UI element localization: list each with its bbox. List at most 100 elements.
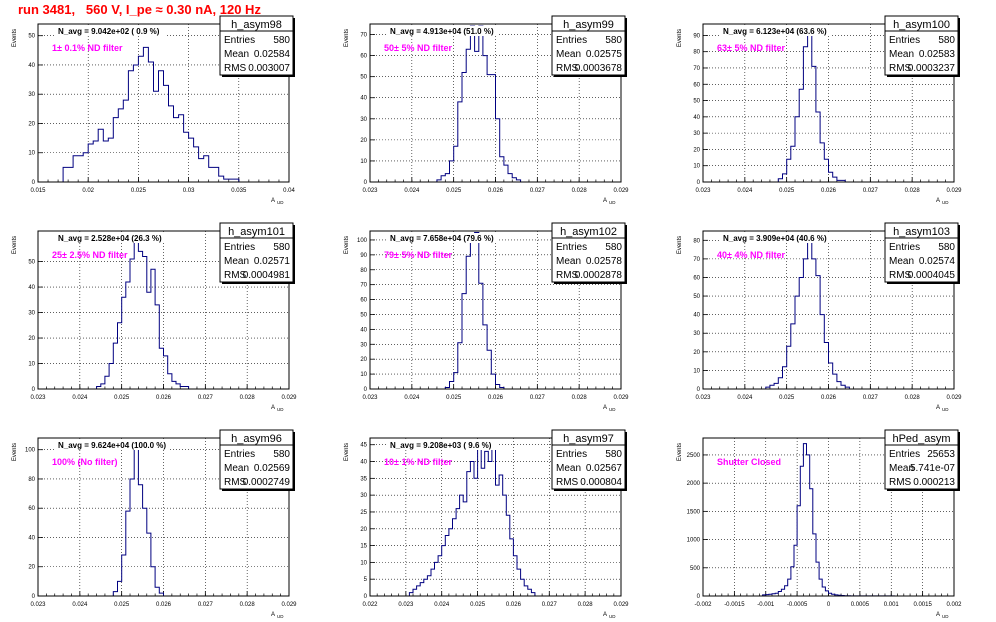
y-tick-label: 60 [360,298,367,304]
stats-value-entries: 25653 [927,449,955,460]
x-tick-label: 0.026 [821,188,837,194]
y-tick-label: 80 [28,477,35,483]
y-tick-label: 50 [360,75,367,81]
x-axis-label-sub: UD [277,200,284,205]
y-tick-label: 50 [693,99,700,105]
x-tick-label: 0.029 [946,188,962,194]
y-tick-label: 20 [360,527,367,533]
y-axis-label: Events [677,236,683,254]
y-tick-label: 45 [360,443,367,449]
stats-value-entries: 580 [938,242,955,253]
x-axis-label: A [603,612,607,618]
stats-label-rms: RMS [224,270,247,281]
x-tick-label: 0.027 [863,395,879,401]
x-tick-label: 0.026 [506,602,522,608]
x-tick-label: 0.015 [30,188,46,194]
x-tick-label: 0.02 [82,188,94,194]
stats-box-shadow [887,282,960,284]
stats-label-rms: RMS [224,63,247,74]
stats-box-shadow [958,18,960,77]
filter-annotation: 79± 5% ND filter [384,250,452,260]
x-tick-label: 0.027 [198,395,214,401]
stats-label-mean: Mean [224,49,249,60]
filter-annotation: 63± 5% ND filter [717,43,785,53]
y-axis-label: Events [12,29,18,47]
stats-box-shadow [625,18,627,77]
stats-box-shadow [293,225,295,284]
stats-label-entries: Entries [556,35,587,46]
y-tick-label: 100 [25,448,36,454]
stats-value-mean: 5.741e-07 [910,463,955,474]
y-tick-label: 20 [360,138,367,144]
navg-background [388,440,498,450]
x-tick-label: 0.029 [613,188,629,194]
y-tick-label: 60 [693,275,700,281]
y-tick-label: 10 [360,159,367,165]
navg-label: N_avg = 9.042e+02 ( 0.9 %) [58,27,160,36]
stats-value-mean: 0.02583 [919,49,956,60]
x-tick-label: 0.001 [884,602,900,608]
stats-value-mean: 0.02567 [586,463,623,474]
stats-box-shadow [293,18,295,77]
navg-label: N_avg = 6.123e+04 (63.6 %) [723,27,827,36]
x-axis-label-sub: UD [942,407,949,412]
panel-h_asym98: 0.015 0.02 0.025 0.03 0.035 0.04 0 10 20 30 40 50 Ev… [12,15,295,205]
x-tick-label: 0.002 [946,602,962,608]
x-tick-label: 0.04 [283,188,295,194]
x-tick-label: 0.027 [530,395,546,401]
stats-value-entries: 580 [273,242,290,253]
stats-value-entries: 580 [273,449,290,460]
y-tick-label: 70 [693,257,700,263]
y-tick-label: 80 [693,238,700,244]
x-axis-label: A [603,405,607,411]
x-tick-label: 0.028 [572,188,588,194]
navg-label: N_avg = 9.624e+04 (100.0 %) [58,441,166,450]
panel-h_asym96: 0.023 0.024 0.025 0.026 0.027 0.028 0.029 0 20 40… [12,429,297,619]
y-tick-label: 0 [364,594,368,600]
y-tick-label: 30 [360,342,367,348]
y-tick-label: 0 [32,387,36,393]
y-tick-label: 1500 [687,509,701,515]
navg-label: N_avg = 9.208e+03 ( 9.6 %) [390,441,492,450]
stats-value-mean: 0.02584 [254,49,291,60]
stats-label-rms: RMS [889,63,912,74]
x-tick-label: 0.025 [470,602,486,608]
histogram-line [96,240,190,389]
x-tick-label: 0.024 [404,395,420,401]
filter-annotation: 50± 5% ND filter [384,43,452,53]
panel-h_asym100: 0.023 0.024 0.025 0.026 0.027 0.028 0.029 0 10 20… [677,15,962,205]
stats-box-shadow [887,489,960,491]
plot-frame [37,230,290,390]
x-tick-label: -0.001 [757,602,775,608]
x-tick-label: 0.028 [240,602,256,608]
y-tick-label: 0 [697,594,701,600]
y-tick-label: 30 [360,493,367,499]
stats-label-mean: Mean [556,463,581,474]
histogram-name: h_asym99 [563,19,614,31]
x-axis-label-sub: UD [942,614,949,619]
x-tick-label: 0.023 [398,602,414,608]
y-tick-label: 40 [360,327,367,333]
x-axis-label: A [603,198,607,204]
x-tick-label: -0.002 [694,602,712,608]
stats-value-entries: 580 [605,242,622,253]
y-tick-label: 2500 [687,453,701,459]
y-tick-label: 60 [693,82,700,88]
stats-value-rms: 0.000213 [913,477,955,488]
stats-label-entries: Entries [889,449,920,460]
stats-label-mean: Mean [889,49,914,60]
histogram-name: h_asym102 [560,226,617,238]
x-tick-label: 0.027 [530,188,546,194]
y-tick-label: 50 [693,294,700,300]
y-tick-label: 10 [28,362,35,368]
y-axis-label: Events [12,236,18,254]
x-tick-label: 0.029 [613,602,629,608]
y-axis-label: Events [344,29,350,47]
x-tick-label: 0.029 [281,395,297,401]
stats-label-mean: Mean [556,256,581,267]
navg-background [388,26,498,36]
navg-label: N_avg = 2.528e+04 (26.3 %) [58,234,162,243]
navg-label: N_avg = 4.913e+04 (51.0 %) [390,27,494,36]
histogram-line [436,25,522,182]
y-tick-label: 20 [693,147,700,153]
